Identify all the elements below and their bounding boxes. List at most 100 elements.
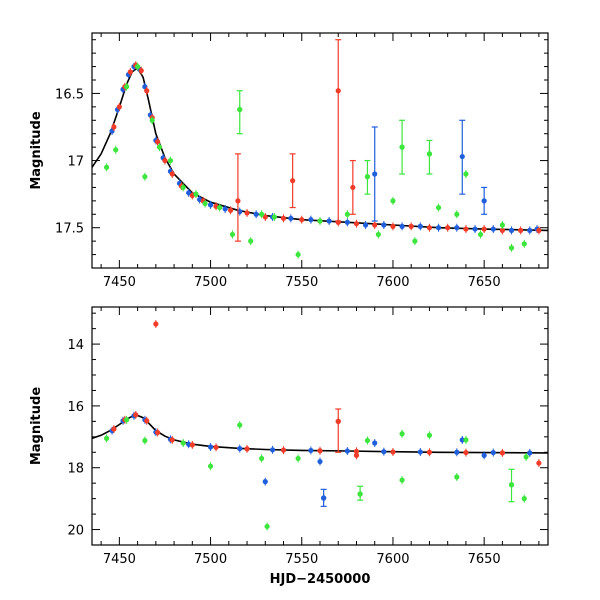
data-point [142, 437, 148, 444]
data-point [237, 422, 243, 428]
data-point [103, 164, 110, 170]
data-point [399, 144, 405, 150]
data-point [490, 449, 496, 456]
bottom-panel: 7450 7500 7550 7600 7650 14 16 18 20 Magnitude HJD… [29, 306, 549, 587]
data-point [372, 440, 378, 446]
data-point [317, 448, 323, 454]
data-point [228, 207, 234, 213]
data-point [317, 458, 323, 465]
data-point [353, 221, 360, 227]
x-tick-label: 7650 [468, 552, 501, 567]
x-tick-label: 7500 [194, 552, 227, 567]
data-point [508, 227, 515, 233]
data-point [153, 321, 159, 327]
data-point [244, 210, 250, 216]
data-point [103, 435, 110, 441]
data-point [193, 191, 199, 197]
data-point [399, 431, 405, 437]
data-point [426, 225, 433, 231]
data-point [124, 417, 130, 423]
data-point [521, 241, 527, 247]
data-point [536, 460, 542, 466]
data-point [295, 455, 301, 462]
data-point [189, 442, 195, 448]
data-point [124, 84, 130, 90]
y-tick-label: 18 [67, 462, 84, 477]
data-point [237, 445, 243, 452]
data-point [344, 219, 350, 225]
data-point [264, 523, 270, 530]
data-point [399, 223, 405, 229]
data-point [459, 437, 465, 443]
data-point [111, 124, 117, 130]
data-point [335, 418, 341, 424]
data-point [527, 450, 533, 456]
data-point [426, 432, 433, 438]
data-point [149, 117, 155, 123]
data-point [156, 144, 163, 150]
x-axis-label: HJD−2450000 [270, 572, 371, 587]
data-point [454, 225, 460, 231]
y-tick-label: 14 [67, 338, 84, 353]
data-point [463, 437, 469, 443]
data-point [463, 226, 469, 232]
plot-area [92, 39, 548, 259]
data-point [133, 412, 139, 418]
data-point [253, 211, 259, 217]
data-point [527, 227, 533, 233]
data-point [472, 226, 478, 232]
data-point [213, 444, 219, 450]
series-red [111, 320, 542, 468]
data-point [280, 215, 287, 221]
data-point [364, 174, 371, 180]
data-point [426, 151, 433, 157]
data-point [426, 449, 433, 455]
data-point [326, 218, 332, 224]
data-point [381, 449, 387, 455]
x-tick-label: 7500 [194, 275, 227, 290]
data-point [363, 222, 369, 228]
x-tick-label: 7600 [376, 552, 409, 567]
data-point [463, 449, 469, 456]
y-tick-label: 20 [67, 524, 84, 539]
data-point [335, 88, 341, 94]
data-point [295, 251, 301, 258]
data-point [357, 491, 363, 497]
plot-area [92, 320, 548, 531]
data-point [477, 231, 484, 238]
data-point [237, 106, 243, 113]
data-point [222, 206, 228, 212]
x-tick-label: 7650 [468, 275, 501, 290]
data-point [353, 448, 360, 454]
data-point [144, 88, 150, 94]
x-tick-label: 7550 [285, 275, 318, 290]
data-point [481, 452, 487, 458]
data-point [399, 477, 405, 483]
data-point [417, 449, 423, 455]
data-point [459, 153, 465, 160]
data-point [317, 218, 323, 224]
data-point [390, 449, 396, 455]
data-point [499, 227, 505, 233]
x-tick-label: 7450 [103, 275, 136, 290]
data-point [390, 198, 396, 204]
data-point [271, 214, 277, 220]
x-tick-label: 7600 [376, 275, 409, 290]
series-green [103, 415, 529, 531]
data-point [499, 450, 505, 456]
data-point [375, 231, 381, 238]
data-point [138, 68, 144, 74]
data-point [288, 215, 294, 221]
series-blue [109, 62, 540, 235]
data-point [162, 157, 168, 164]
y-axis-label: Magnitude [29, 387, 44, 466]
data-point [454, 474, 460, 480]
data-point [372, 222, 378, 228]
data-point [508, 245, 515, 251]
x-tick-label: 7450 [103, 552, 136, 567]
top-panel: 7450 7500 7550 7600 7650 16.5 17 17.5 Magnitude [29, 32, 549, 290]
data-point [142, 174, 148, 180]
data-point [344, 448, 350, 454]
data-point [463, 171, 469, 177]
